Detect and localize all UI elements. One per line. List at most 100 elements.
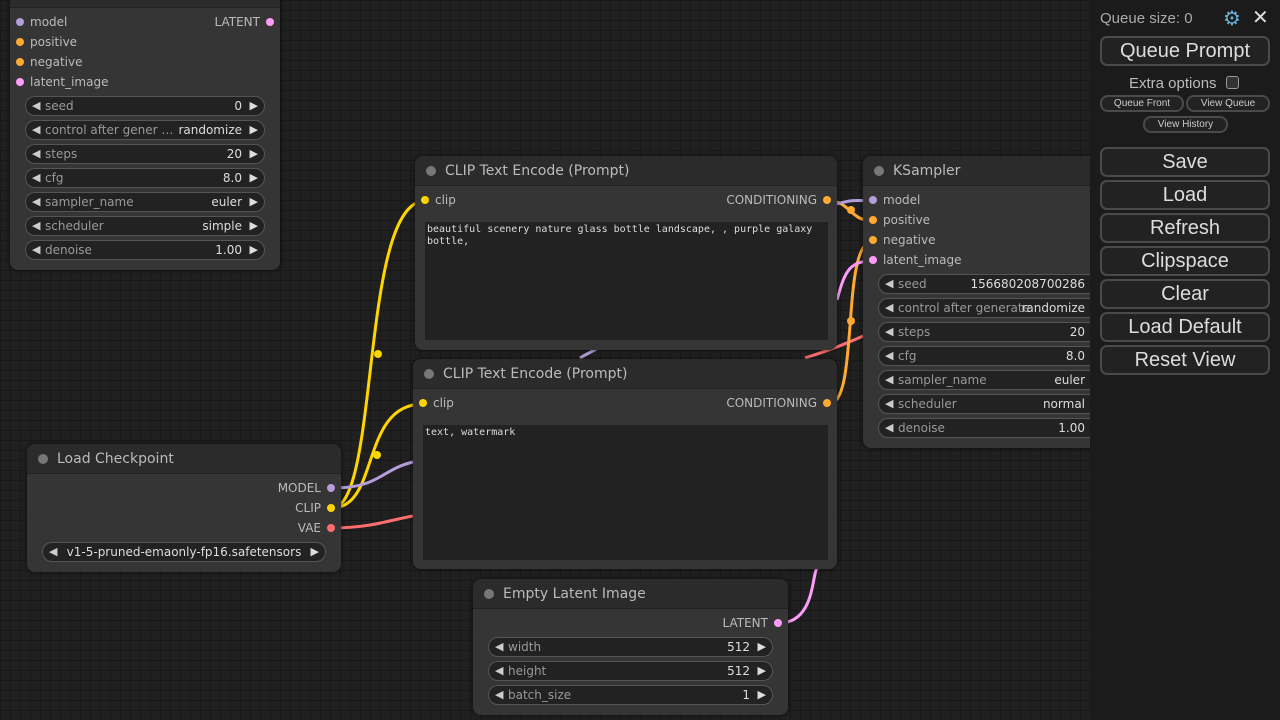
queue-prompt-button[interactable]: Queue Prompt xyxy=(1100,36,1270,66)
decrement-arrow-icon[interactable]: ◀ xyxy=(495,688,504,701)
widget-height[interactable]: ◀ height 512 ▶ xyxy=(488,661,773,681)
output-slot-dot[interactable] xyxy=(327,504,335,512)
node-ksampler[interactable]: KSampler model positive negative latent_imag… xyxy=(863,156,1123,448)
node-title[interactable]: Empty Latent Image xyxy=(473,579,788,609)
input-slot-dot[interactable] xyxy=(16,78,24,86)
increment-arrow-icon[interactable]: ▶ xyxy=(757,688,766,701)
decrement-arrow-icon[interactable]: ◀ xyxy=(885,421,894,434)
widget-width[interactable]: ◀ width 512 ▶ xyxy=(488,637,773,657)
widget-batch_size[interactable]: ◀ batch_size 1 ▶ xyxy=(488,685,773,705)
decrement-arrow-icon[interactable]: ◀ xyxy=(32,147,41,160)
increment-arrow-icon[interactable]: ▶ xyxy=(249,195,258,208)
decrement-arrow-icon[interactable]: ◀ xyxy=(32,195,41,208)
load-default-button[interactable]: Load Default xyxy=(1100,312,1270,342)
view-queue-button[interactable]: View Queue xyxy=(1186,95,1270,112)
node-collapse-dot[interactable] xyxy=(424,369,434,379)
node-title[interactable]: CLIP Text Encode (Prompt) xyxy=(413,359,837,389)
node-clip-text-encode-negative[interactable]: CLIP Text Encode (Prompt) clip CONDITIONIN… xyxy=(413,359,837,569)
close-icon[interactable]: ✕ xyxy=(1252,7,1269,29)
node-collapse-dot[interactable] xyxy=(874,166,884,176)
decrement-arrow-icon[interactable]: ◀ xyxy=(885,277,894,290)
decrement-arrow-icon[interactable]: ◀ xyxy=(32,171,41,184)
input-slot-dot[interactable] xyxy=(869,216,877,224)
input-slot-dot[interactable] xyxy=(869,236,877,244)
increment-arrow-icon[interactable]: ▶ xyxy=(249,123,258,136)
decrement-arrow-icon[interactable]: ◀ xyxy=(49,545,58,558)
increment-arrow-icon[interactable]: ▶ xyxy=(249,243,258,256)
output-slot-dot[interactable] xyxy=(327,524,335,532)
load-button[interactable]: Load xyxy=(1100,180,1270,210)
node-collapse-dot[interactable] xyxy=(426,166,436,176)
output-slot-dot[interactable] xyxy=(774,619,782,627)
widget-control-after-gener--[interactable]: ◀ control after gener … randomize ▶ xyxy=(25,120,265,140)
output-slot-dot[interactable] xyxy=(823,196,831,204)
increment-arrow-icon[interactable]: ▶ xyxy=(249,99,258,112)
decrement-arrow-icon[interactable]: ◀ xyxy=(885,373,894,386)
decrement-arrow-icon[interactable]: ◀ xyxy=(885,349,894,362)
increment-arrow-icon[interactable]: ▶ xyxy=(249,171,258,184)
increment-arrow-icon[interactable]: ▶ xyxy=(757,664,766,677)
output-slot-dot[interactable] xyxy=(327,484,335,492)
output-slot-dot[interactable] xyxy=(266,18,274,26)
node-title[interactable]: KSampler xyxy=(863,156,1123,186)
decrement-arrow-icon[interactable]: ◀ xyxy=(885,301,894,314)
widget-scheduler[interactable]: ◀ scheduler simple ▶ xyxy=(25,216,265,236)
gear-icon[interactable]: ⚙ xyxy=(1223,8,1241,30)
clipspace-button[interactable]: Clipspace xyxy=(1100,246,1270,276)
node-title[interactable]: Load Checkpoint xyxy=(27,444,341,474)
decrement-arrow-icon[interactable]: ◀ xyxy=(885,325,894,338)
decrement-arrow-icon[interactable]: ◀ xyxy=(32,99,41,112)
output-slot-dot[interactable] xyxy=(823,399,831,407)
increment-arrow-icon[interactable]: ▶ xyxy=(249,147,258,160)
node-title[interactable] xyxy=(10,0,280,8)
increment-arrow-icon[interactable]: ▶ xyxy=(757,640,766,653)
increment-arrow-icon[interactable]: ▶ xyxy=(310,545,319,558)
view-history-button[interactable]: View History xyxy=(1143,116,1228,133)
node-collapse-dot[interactable] xyxy=(484,589,494,599)
input-slot-dot[interactable] xyxy=(16,58,24,66)
prompt-textarea[interactable]: text, watermark xyxy=(423,425,828,560)
refresh-button[interactable]: Refresh xyxy=(1100,213,1270,243)
decrement-arrow-icon[interactable]: ◀ xyxy=(495,664,504,677)
decrement-arrow-icon[interactable]: ◀ xyxy=(32,219,41,232)
input-slot-dot[interactable] xyxy=(421,196,429,204)
prompt-textarea[interactable]: beautiful scenery nature glass bottle la… xyxy=(425,222,828,340)
reset-view-button[interactable]: Reset View xyxy=(1100,345,1270,375)
node-load-checkpoint[interactable]: Load Checkpoint MODEL CLIP VAE ◀ v1-5-pruned-… xyxy=(27,444,341,572)
decrement-arrow-icon[interactable]: ◀ xyxy=(32,123,41,136)
input-slot-dot[interactable] xyxy=(869,256,877,264)
widget-label: cfg xyxy=(898,349,917,363)
increment-arrow-icon[interactable]: ▶ xyxy=(249,219,258,232)
node-collapse-dot[interactable] xyxy=(38,454,48,464)
node-empty-latent-image[interactable]: Empty Latent Image LATENT ◀ width 512 ▶ ◀ heigh… xyxy=(473,579,788,715)
decrement-arrow-icon[interactable]: ◀ xyxy=(885,397,894,410)
save-button[interactable]: Save xyxy=(1100,147,1270,177)
widget-seed[interactable]: ◀ seed 0 ▶ xyxy=(25,96,265,116)
extra-options-checkbox[interactable] xyxy=(1226,76,1239,89)
input-slot-dot[interactable] xyxy=(16,38,24,46)
input-slot-dot[interactable] xyxy=(869,196,877,204)
node-clip-text-encode-positive[interactable]: CLIP Text Encode (Prompt) clip CONDITIONIN… xyxy=(415,156,837,350)
queue-front-button[interactable]: Queue Front xyxy=(1100,95,1184,112)
clear-button[interactable]: Clear xyxy=(1100,279,1270,309)
node-ksampler-top[interactable]: model LATENT positive negative latent_image ◀… xyxy=(10,0,280,270)
widget-label: steps xyxy=(898,325,931,339)
decrement-arrow-icon[interactable]: ◀ xyxy=(495,640,504,653)
decrement-arrow-icon[interactable]: ◀ xyxy=(32,243,41,256)
wire-model xyxy=(331,460,414,490)
input-slot-dot[interactable] xyxy=(419,399,427,407)
node-title[interactable]: CLIP Text Encode (Prompt) xyxy=(415,156,837,186)
input-slot-dot[interactable] xyxy=(16,18,24,26)
widget-ckpt-name[interactable]: ◀ v1-5-pruned-emaonly-fp16.safetensors ▶ xyxy=(42,542,326,562)
